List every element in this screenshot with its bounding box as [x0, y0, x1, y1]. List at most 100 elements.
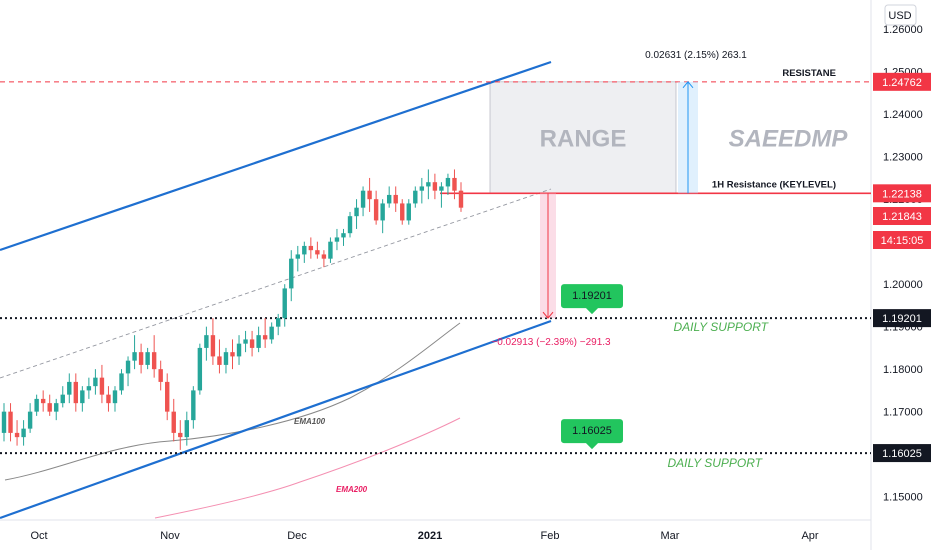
candle-body: [413, 190, 418, 204]
channel-upper-line[interactable]: [0, 60, 552, 252]
x-tick-label: Apr: [801, 530, 818, 542]
x-tick-label: Feb: [541, 530, 560, 542]
axis-tag-box: [873, 231, 931, 249]
candle-body: [132, 352, 137, 361]
axis-tag-box: [873, 184, 931, 203]
candle-body: [27, 411, 33, 429]
support-pill[interactable]: [561, 284, 623, 315]
y-tick-label: 1.24000: [883, 109, 923, 121]
channel-lines[interactable]: [0, 60, 552, 520]
candle-body: [119, 373, 124, 391]
candle-body: [426, 182, 431, 187]
candle-body: [386, 194, 392, 204]
ema100-label: EMA100: [294, 417, 326, 426]
candle-body: [321, 254, 327, 259]
axis-tag-box: [873, 444, 931, 463]
range-label: RANGE: [540, 126, 627, 153]
candle-body: [249, 339, 255, 348]
candle-body: [34, 398, 39, 412]
ema200-label: EMA200: [336, 485, 368, 494]
y-axis-ticks: 1.260001.250001.240001.230001.220001.210…: [883, 24, 923, 503]
channel-mid-line[interactable]: [0, 188, 552, 379]
currency-box[interactable]: [884, 4, 917, 26]
candle-body: [347, 216, 353, 234]
support-pill-text: 1.16025: [572, 425, 612, 437]
last-price-tag: 1.21843: [882, 211, 922, 223]
candle-body: [367, 190, 372, 200]
y-tick-label: 1.26000: [883, 24, 923, 36]
candle-body: [8, 411, 13, 433]
candle-body: [197, 347, 203, 391]
candle-body: [458, 190, 464, 208]
candle-body: [125, 360, 131, 374]
candle-body: [341, 233, 346, 238]
candle-body: [302, 245, 307, 255]
countdown-tag: 14:15:05: [881, 235, 924, 247]
support-pill[interactable]: [561, 419, 623, 450]
candle-body: [54, 403, 59, 412]
candle-body: [400, 203, 405, 221]
price-levels[interactable]: RESISTANE 1H Resistance (KEYLEVEL) DAILY S…: [0, 68, 871, 470]
candle-body: [178, 432, 183, 438]
candle-body: [145, 352, 150, 365]
candle-body: [40, 398, 46, 404]
y-tick-label: 1.15000: [883, 492, 923, 504]
candle-body: [210, 335, 216, 357]
x-axis-ticks[interactable]: Oct Nov Dec 2021 Feb Mar Apr: [30, 530, 818, 542]
channel-lower-line[interactable]: [0, 319, 552, 520]
x-tick-label: 2021: [418, 530, 442, 542]
candle-body: [151, 352, 157, 370]
price-level-label: DAILY SUPPORT: [674, 320, 770, 334]
candle-body: [158, 369, 163, 382]
candle-body: [419, 186, 425, 191]
y-tick-label: 1.20000: [883, 279, 923, 291]
candle-body: [60, 394, 65, 404]
candle-body: [432, 182, 438, 191]
candle-body: [1, 411, 7, 433]
axis-tag-box: [873, 207, 931, 225]
candle-body: [80, 390, 85, 404]
price-level-label: RESISTANE: [782, 68, 836, 79]
measure-down-arrowhead: [542, 311, 554, 319]
ema200-line: [154, 417, 461, 519]
candle-body: [295, 254, 300, 259]
x-tick-label: Nov: [160, 530, 180, 542]
measure-up-arrowhead: [682, 81, 694, 89]
axis-tag-box: [873, 72, 931, 91]
axis-tag-text: 1.16025: [882, 448, 922, 460]
price-level-label: DAILY SUPPORT: [668, 456, 764, 470]
candle-body: [328, 241, 333, 259]
range-box[interactable]: RANGE: [489, 81, 677, 194]
candle-body: [380, 203, 385, 221]
x-tick-label: Mar: [661, 530, 680, 542]
candle-body: [406, 203, 411, 221]
candle-body: [86, 386, 92, 391]
measure-down-label: −0.02913 (−2.39%) −291.3: [491, 337, 611, 348]
candle-body: [184, 420, 189, 438]
measure-tools[interactable]: 0.02631 (2.15%) 263.1 −0.02913 (−2.39%) −…: [491, 50, 747, 348]
candle-body: [262, 335, 268, 340]
price-level-label: 1H Resistance (KEYLEVEL): [712, 179, 836, 190]
candle-body: [191, 390, 196, 421]
candle-body: [171, 411, 176, 433]
candle-body: [230, 352, 235, 357]
candle-body: [223, 352, 229, 365]
candle-body: [308, 245, 314, 251]
axis-tag-text: 1.24762: [882, 77, 922, 89]
candle-body: [112, 390, 118, 404]
candle-body: [99, 377, 105, 395]
candle-body: [439, 186, 444, 191]
candle-body: [243, 339, 248, 344]
candle-body: [256, 335, 261, 348]
y-tick-label: 1.18000: [883, 364, 923, 376]
candle-body: [315, 250, 320, 255]
candle-body: [445, 177, 451, 187]
candle-body: [334, 237, 340, 242]
candle-body: [373, 199, 379, 221]
range-rectangle: [489, 81, 677, 194]
candle-body: [354, 207, 359, 217]
candle-body: [138, 352, 144, 365]
currency-label: USD: [888, 10, 911, 22]
candle-body: [276, 318, 281, 327]
